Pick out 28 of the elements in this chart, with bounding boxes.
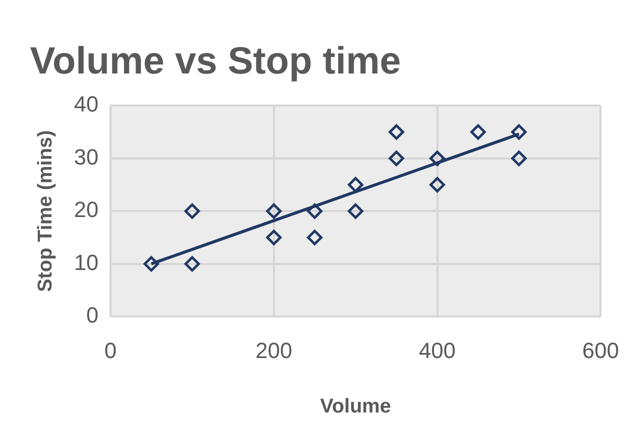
y-tick-label: 10	[74, 250, 98, 275]
point	[144, 256, 160, 272]
point	[511, 124, 527, 140]
y-tick-label: 0	[86, 302, 98, 328]
point	[388, 124, 404, 140]
point	[184, 256, 200, 272]
point	[430, 150, 446, 166]
y-axis-title: Stop Time (mins)	[34, 130, 57, 292]
y-tick-label: 30	[74, 144, 98, 170]
point	[511, 150, 527, 166]
x-tick-label: 0	[104, 338, 117, 363]
point	[348, 176, 364, 192]
x-axis-title: Volume	[320, 396, 391, 418]
x-tick-label: 600	[582, 338, 620, 363]
point	[470, 124, 486, 140]
point	[306, 230, 322, 246]
x-tick-label: 200	[256, 338, 292, 363]
chart-title: Volume vs Stop time	[30, 40, 401, 82]
point	[430, 176, 446, 192]
point	[388, 150, 404, 166]
x-tick-label: 400	[418, 338, 456, 363]
y-tick-label: 40	[74, 92, 98, 117]
point	[306, 203, 322, 219]
point	[348, 203, 364, 219]
y-tick-label: 20	[74, 197, 98, 222]
point	[184, 203, 200, 219]
point	[266, 230, 282, 246]
point	[266, 203, 282, 219]
